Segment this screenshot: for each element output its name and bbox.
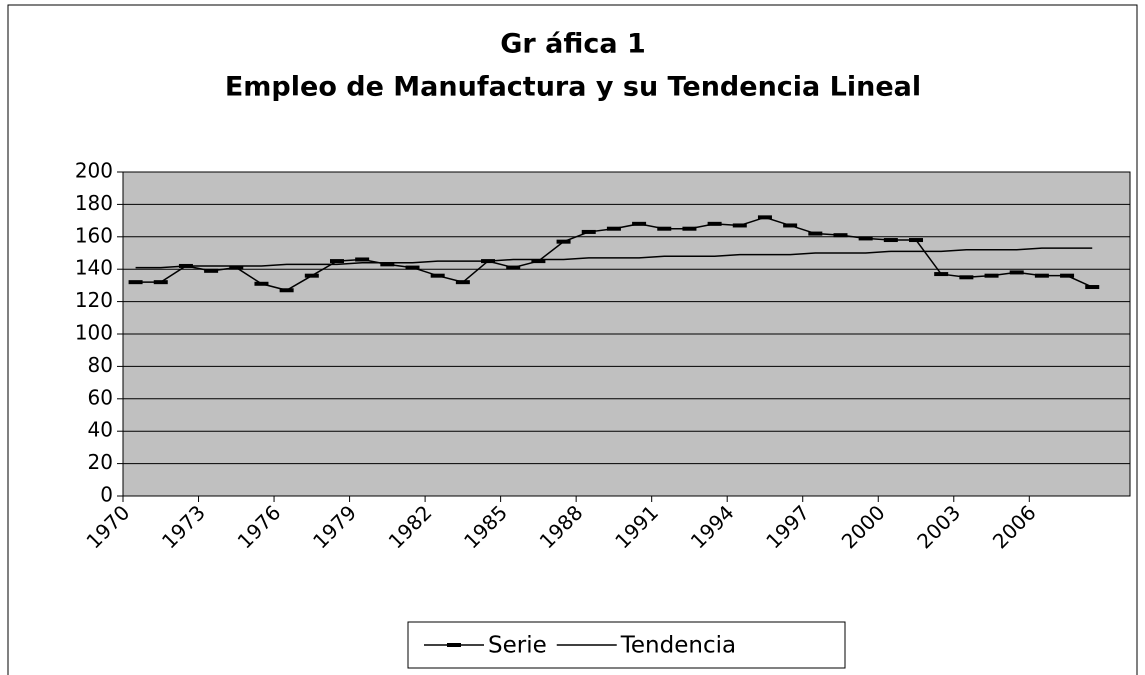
series-marker — [833, 233, 848, 238]
y-tick-label: 140 — [75, 256, 113, 280]
series-marker — [1034, 273, 1049, 278]
y-tick-label: 160 — [75, 223, 113, 247]
series-marker — [632, 221, 647, 226]
legend-marker — [447, 643, 461, 647]
series-marker — [682, 226, 697, 231]
y-tick-label: 60 — [88, 385, 113, 409]
series-marker — [707, 221, 722, 226]
y-tick-label: 180 — [75, 191, 113, 215]
series-marker — [229, 265, 244, 270]
series-marker — [808, 231, 823, 236]
series-marker — [153, 280, 168, 285]
y-tick-label: 100 — [75, 321, 113, 345]
series-marker — [732, 223, 747, 228]
series-marker — [531, 259, 546, 264]
legend-label: Tendencia — [620, 633, 736, 659]
series-marker — [984, 273, 999, 278]
series-marker — [506, 265, 521, 270]
y-tick-label: 0 — [100, 483, 113, 507]
series-marker — [858, 236, 873, 241]
series-marker — [657, 226, 672, 231]
series-marker — [1085, 285, 1100, 290]
series-marker — [430, 273, 445, 278]
series-marker — [304, 273, 319, 278]
y-tick-label: 20 — [88, 450, 113, 474]
series-marker — [128, 280, 143, 285]
series-marker — [581, 229, 596, 234]
chart-title: Gr áfica 1 — [500, 29, 646, 60]
series-marker — [909, 238, 924, 243]
series-marker — [959, 275, 974, 280]
series-marker — [606, 226, 621, 231]
series-marker — [355, 257, 370, 262]
series-marker — [883, 238, 898, 243]
series-marker — [783, 223, 798, 228]
y-tick-label: 40 — [88, 418, 113, 442]
series-marker — [455, 280, 470, 285]
series-marker — [329, 259, 344, 264]
chart-subtitle: Empleo de Manufactura y su Tendencia Lin… — [225, 72, 921, 103]
series-marker — [556, 239, 571, 244]
series-marker — [1060, 273, 1075, 278]
series-line — [135, 247, 1093, 269]
series-marker — [934, 272, 949, 277]
legend-label: Serie — [488, 633, 547, 659]
series-marker — [279, 288, 294, 293]
series-marker — [757, 215, 772, 220]
series-marker — [1009, 270, 1024, 275]
series-marker — [254, 281, 269, 286]
series-marker — [405, 265, 420, 270]
series-marker — [204, 268, 219, 273]
y-tick-label: 80 — [88, 353, 113, 377]
y-tick-label: 200 — [75, 159, 113, 183]
series-marker — [380, 262, 395, 267]
y-tick-label: 120 — [75, 288, 113, 312]
